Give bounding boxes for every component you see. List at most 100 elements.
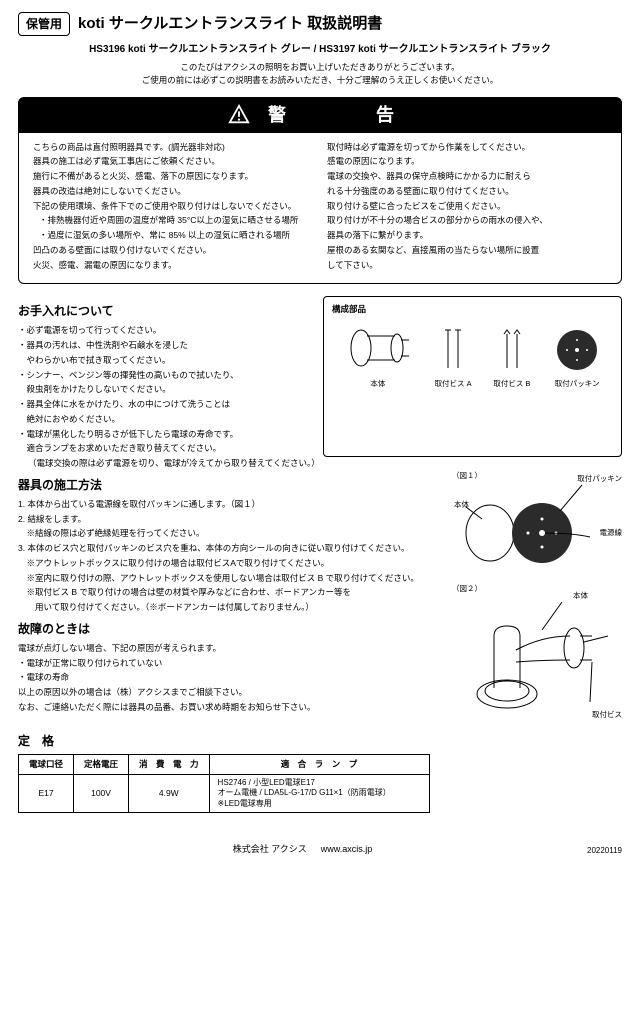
spec-v3: 4.9W: [129, 775, 210, 813]
intro-text: このたびはアクシスの照明をお買い上げいただきありがとうございます。 ご使用の前に…: [18, 61, 622, 87]
care-section: お手入れについて ・必ず電源を切って行ってください。 ・器具の汚れは、中性洗剤や…: [18, 296, 313, 457]
figures-column: （図１） 本体 取付パッキン 電源線 （図２） 本体 取付ビス: [452, 470, 622, 727]
model2-code: HS3197: [319, 44, 355, 55]
part-body-label: 本体: [370, 378, 385, 389]
spec-lamp: HS2746 / 小型LED電球E17 オーム電機 / LDA5L-G-17/D…: [209, 775, 429, 813]
inst-5: ※室内に取り付けの際、アウトレットボックスを使用しない場合は取付ビス B で取り…: [18, 572, 444, 585]
care-7: ・電球が黒化したり明るさが低下したら電球の寿命です。: [18, 428, 313, 441]
install-title: 器具の施工方法: [18, 476, 444, 494]
date-code: 20220119: [587, 845, 622, 857]
spec-v2: 100V: [74, 775, 129, 813]
fig1-diagram-icon: [452, 483, 622, 583]
warn-r2: 電球の交換や、器具の保守点検時にかかる力に耐えら: [327, 170, 607, 183]
spec-h2: 定格電圧: [74, 755, 129, 775]
warn-l6: ・過度に湿気の多い場所や、常に 85% 以上の湿気に晒される場所: [33, 229, 313, 242]
spec-h3: 消 費 電 力: [129, 755, 210, 775]
footer: 株式会社 アクシス www.axcis.jp 20220119: [18, 843, 622, 857]
warning-box: 警 告 こちらの商品は直付照明器具です。(調光器非対応) 器具の施工は必ず電気工…: [18, 97, 622, 285]
warning-banner: 警 告: [19, 98, 621, 133]
care-2: やわらかい布で拭き取ってください。: [18, 354, 313, 367]
warning-right-col: 取付時は必ず電源を切ってから作業をしてください。 感電の原因になります。 電球の…: [327, 141, 607, 274]
fault-3: 以上の原因以外の場合は（株）アクシスまでご相談下さい。: [18, 686, 444, 699]
care-4: 殺虫剤をかけたりしないでください。: [18, 383, 313, 396]
fig2-label: （図２）: [452, 583, 622, 594]
part-screwB-label: 取付ビス B: [493, 378, 530, 389]
warn-l1: 器具の施工は必ず電気工事店にご依頼ください。: [33, 155, 313, 168]
warn-r1: 感電の原因になります。: [327, 155, 607, 168]
company-url: www.axcis.jp: [321, 844, 373, 854]
lamp3: ※LED電球専用: [218, 799, 421, 809]
spec-h4: 適 合 ラ ン プ: [209, 755, 429, 775]
part-screwA-label: 取付ビス A: [435, 378, 472, 389]
warn-r6: 器具の落下に繋がります。: [327, 229, 607, 242]
part-screw-b: 取付ビス B: [493, 320, 530, 389]
install-section: 器具の施工方法 1. 本体から出ている電源線を取付パッキンに通します。（図１） …: [18, 470, 444, 727]
inst-6: ※取付ビス B で取り付けの場合は壁の材質や厚みなどに合わせ、ボードアンカー等を: [18, 586, 444, 599]
care-title: お手入れについて: [18, 302, 313, 320]
intro-2: ご使用の前には必ずこの説明書をお読みいただき、十分ご理解のうえ正しくお使いくださ…: [18, 74, 622, 87]
fig2-screw-label: 取付ビス: [592, 709, 622, 720]
fig2-diagram-icon: [452, 596, 622, 726]
warn-l7: 凹凸のある壁面には取り付けないでください。: [33, 244, 313, 257]
fig1-packing-label: 取付パッキン: [577, 473, 622, 484]
screw-a-icon: [438, 320, 468, 376]
warn-r3: れる十分強度のある壁面に取り付けてください。: [327, 185, 607, 198]
spec-h1: 電球口径: [19, 755, 74, 775]
intro-1: このたびはアクシスの照明をお買い上げいただきありがとうございます。: [18, 61, 622, 74]
spec-title: 定 格: [18, 732, 622, 750]
warn-r8: して下さい。: [327, 259, 607, 272]
warning-label: 警 告: [268, 102, 412, 129]
inst-7: 用いて取り付けてください。（※ボードアンカーは付属しておりません。）: [18, 601, 444, 614]
model2-name: koti サークルエントランスライト ブラック: [358, 44, 551, 55]
fault-4: なお、ご連絡いただく際には器具の品番、お買い求め時期をお知らせ下さい。: [18, 701, 444, 714]
fault-1: ・電球が正常に取り付けられていない: [18, 657, 444, 670]
parts-title: 構成部品: [332, 303, 613, 316]
warn-r7: 屋根のある玄関など、直接風雨の当たらない場所に設置: [327, 244, 607, 257]
fig1-wire-label: 電源線: [600, 527, 623, 538]
warn-r4: 取り付ける壁に合ったビスをご使用ください。: [327, 200, 607, 213]
fig2-body-label: 本体: [573, 590, 588, 601]
warn-l8: 火災、感電、漏電の原因になります。: [33, 259, 313, 272]
part-body: 本体: [343, 320, 413, 389]
model-line: HS3196 koti サークルエントランスライト グレー / HS3197 k…: [18, 42, 622, 57]
part-packing-label: 取付パッキン: [555, 378, 600, 389]
warn-l3: 器具の改造は絶対にしないでください。: [33, 185, 313, 198]
inst-0: 1. 本体から出ている電源線を取付パッキンに通します。（図１）: [18, 498, 444, 511]
warn-r5: 取り付けが不十分の場合ビスの部分からの雨水の侵入や、: [327, 214, 607, 227]
warn-l0: こちらの商品は直付照明器具です。(調光器非対応): [33, 141, 313, 154]
company-line: 株式会社 アクシス www.axcis.jp: [18, 843, 587, 857]
parts-box: 構成部品 本体 取付ビス: [323, 296, 622, 457]
spec-table: 電球口径 定格電圧 消 費 電 力 適 合 ラ ン プ E17 100V 4.9…: [18, 754, 430, 813]
warn-l5: ・排熱機器付近や周囲の温度が常時 35°C以上の湿気に晒させる場所: [33, 214, 313, 227]
fig1-body-label: 本体: [454, 499, 469, 510]
company-name: 株式会社 アクシス: [233, 844, 307, 854]
care-9: （電球交換の際は必ず電源を切り、電球が冷えてから取り替えてください。）: [18, 457, 622, 470]
inst-1: 2. 結線をします。: [18, 513, 444, 526]
part-body-icon: [343, 320, 413, 376]
part-screw-a: 取付ビス A: [435, 320, 472, 389]
part-packing: 取付パッキン: [552, 320, 602, 389]
main-title: koti サークルエントランスライト 取扱説明書: [78, 13, 382, 36]
warn-l4: 下記の使用環境、条件下でのご使用や取り付けはしないでください。: [33, 200, 313, 213]
care-3: ・シンナー、ベンジン等の揮発性の高いもので拭いたり、: [18, 369, 313, 382]
care-1: ・器具の汚れは、中性洗剤や石鹸水を浸した: [18, 339, 313, 352]
fault-2: ・電球の寿命: [18, 671, 444, 684]
inst-2: ※結線の際は必ず絶縁処理を行ってください。: [18, 527, 444, 540]
care-8: 適合ランプをお求めいただき取り替えてください。: [18, 442, 313, 455]
care-0: ・必ず電源を切って行ってください。: [18, 324, 313, 337]
lamp1: HS2746 / 小型LED電球E17: [218, 778, 421, 788]
lamp2: オーム電機 / LDA5L-G-17/D G11×1（防雨電球）: [218, 788, 421, 798]
warning-triangle-icon: [228, 104, 250, 126]
care-5: ・器具全体に水をかけたり、水の中につけて洗うことは: [18, 398, 313, 411]
model1-code: HS3196: [89, 44, 125, 55]
warn-r0: 取付時は必ず電源を切ってから作業をしてください。: [327, 141, 607, 154]
fault-0: 電球が点灯しない場合、下記の原因が考えられます。: [18, 642, 444, 655]
inst-4: ※アウトレットボックスに取り付けの場合は取付ビスAで取り付けてください。: [18, 557, 444, 570]
packing-icon: [552, 320, 602, 376]
screw-b-icon: [497, 320, 527, 376]
model1-name: koti サークルエントランスライト グレー: [128, 44, 311, 55]
fault-title: 故障のときは: [18, 620, 444, 638]
warn-l2: 施行に不備があると火災、感電、落下の原因になります。: [33, 170, 313, 183]
warning-left-col: こちらの商品は直付照明器具です。(調光器非対応) 器具の施工は必ず電気工事店にご…: [33, 141, 313, 274]
storage-badge: 保管用: [18, 12, 70, 36]
